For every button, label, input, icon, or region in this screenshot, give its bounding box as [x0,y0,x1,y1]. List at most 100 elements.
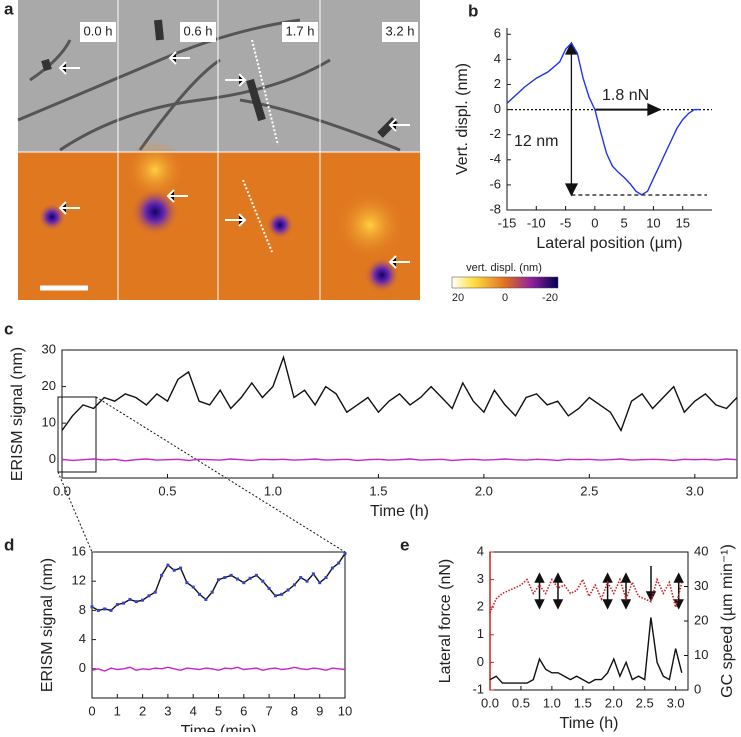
y-tick-label: 30 [42,341,56,356]
y-tick-label: 0 [477,654,484,669]
panel-label: c [4,319,13,338]
arrow-head [647,102,662,117]
y-tick-label: 12 [72,573,86,588]
panel-label: d [4,535,14,554]
marker [223,576,227,580]
x-tick-label: 5 [215,703,222,718]
marker [198,592,202,596]
marker [115,603,119,607]
x-tick-label: 9 [316,703,323,718]
phase-image [18,0,420,152]
x-tick-label: 3 [164,703,171,718]
x-tick-label: 15 [675,215,689,230]
x-tick-label: 2 [139,703,146,718]
time-label: 3.2 h [386,23,415,38]
marker [185,581,189,585]
marker [217,578,220,582]
glow [335,190,405,260]
y-tick-label: 2 [494,76,501,91]
marker [299,576,303,580]
x-tick-label: 5 [621,215,628,230]
x-tick-label: 3.0 [667,695,685,710]
blob [131,188,179,236]
marker [273,594,277,598]
marker [318,581,322,585]
y-tick-label: 16 [72,543,86,558]
y-tick-label: -2 [489,126,501,141]
y-tick-label: -6 [489,176,501,191]
series-line [61,458,738,462]
y-tick-label: 0 [49,451,56,466]
x-tick-label: -10 [527,215,546,230]
zoom [57,396,346,553]
colorbar: vert. displ. (nm) 20 0 -20 [451,262,559,304]
x-tick-label: 1.5 [574,695,592,710]
image-dividers [18,0,420,300]
marker [242,581,246,585]
panel-label: a [4,0,14,18]
axes [506,28,712,211]
x-tick-label: 1.0 [264,483,282,498]
y-tick-label: 0 [79,660,86,675]
label-bg [80,22,116,42]
x-tick-label: 10 [646,215,660,230]
glow [125,140,185,200]
annotation: 12 nm [514,133,558,150]
marker [337,561,341,565]
colorbar-tick: -20 [542,292,558,304]
y2-tick-label: 20 [694,612,708,627]
x-tick-label: 7 [265,703,272,718]
label-bg [382,22,418,42]
x-tick-label: 0.0 [53,483,71,498]
colorbar-tick: 0 [502,292,508,304]
y2-tick-label: 10 [694,647,708,662]
x-tick-label: 10 [338,703,352,718]
time-label: 0.6 h [184,23,213,38]
series-line [489,577,683,614]
marker [147,594,151,598]
y-tick-label: 3 [477,571,484,586]
b-annotations [507,41,712,197]
time-label: 1.7 h [286,23,315,38]
marker [330,566,334,570]
marker [191,585,195,589]
marker [229,573,233,577]
neurite [17,18,401,152]
x-tick-label: 0.5 [512,695,530,710]
colorbar-title: vert. displ. (nm) [466,262,542,274]
series-line [506,41,701,196]
marker [305,579,309,583]
label-bg [282,22,318,42]
marker [179,566,183,570]
marker [134,600,138,604]
x-tick-label: 0.0 [481,695,499,710]
time-label: 0.0 h [84,23,113,38]
x-tick-label: 2.5 [636,695,654,710]
y-tick-label: 1 [477,626,484,641]
marker [324,576,328,580]
series-line [91,666,346,672]
growth-cone [41,19,398,138]
annotation: 1.8 nN [602,87,649,104]
blob [266,211,294,239]
marker [286,588,290,592]
marker [204,597,208,601]
blob [38,203,66,231]
x-tick-label: 1 [114,703,121,718]
marker [261,579,265,583]
marker [311,572,315,576]
y-tick-label: 2 [477,599,484,614]
y-tick-label: -8 [489,201,501,216]
y-tick-label: 10 [42,415,56,430]
zoom-box [57,396,97,473]
x-tick-label: 8 [291,703,298,718]
y-tick-label: 6 [494,26,501,41]
x-tick-label: 4 [190,703,197,718]
y-axis-title: ERISM signal (nm) [9,347,26,481]
x-tick-label: -5 [560,215,572,230]
x-axis-title: Time (min) [181,723,257,732]
y-tick-label: -4 [489,151,501,166]
y-tick-label: 0 [494,101,501,116]
marker [292,583,296,587]
y-tick-label: 8 [79,602,86,617]
